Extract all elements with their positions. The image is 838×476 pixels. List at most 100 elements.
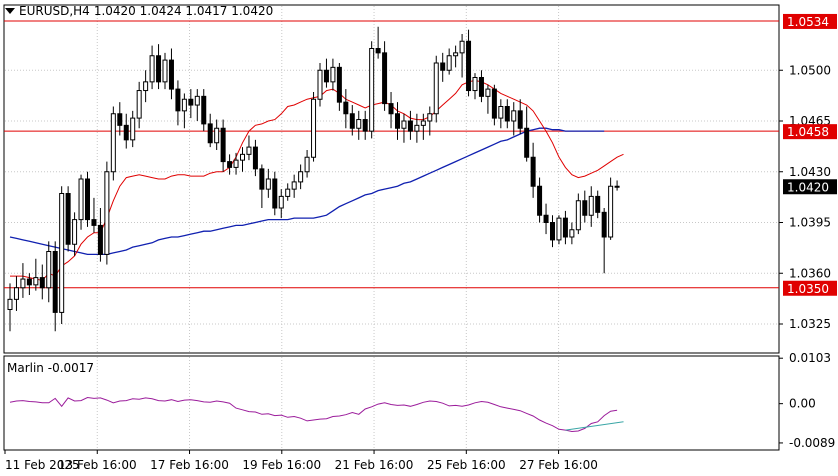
x-tick-label: 27 Feb 16:00: [519, 458, 598, 472]
candle: [162, 52, 168, 90]
bullish-candle-body: [13, 287, 19, 300]
level-price-label: 1.0350: [787, 282, 829, 296]
candle: [207, 113, 213, 148]
y-tick-label: 1.0500: [789, 63, 831, 77]
y-tick-label: 1.0360: [789, 266, 831, 280]
candle: [517, 99, 523, 135]
candle: [278, 189, 284, 219]
candle: [143, 70, 149, 103]
candle: [304, 150, 310, 178]
candle: [388, 92, 394, 129]
bullish-candle-body: [311, 98, 317, 158]
y-tick-label: 1.0325: [789, 317, 831, 331]
candle: [7, 283, 13, 332]
candle: [317, 63, 323, 107]
oscillator-tick-label: 0.00: [789, 397, 816, 411]
bearish-candle-body: [562, 217, 568, 238]
bullish-candle-body: [233, 159, 239, 168]
level-price-tag: [783, 280, 837, 296]
bullish-candle-body: [7, 298, 13, 311]
candle: [239, 147, 246, 172]
bullish-candle-body: [511, 110, 517, 122]
bearish-candle-body: [252, 146, 258, 170]
candle: [188, 89, 194, 119]
bullish-candle-body: [136, 90, 142, 119]
candle: [259, 164, 265, 208]
price-axis: 1.05001.04651.04301.03951.03601.03251.05…: [779, 13, 837, 450]
candle: [562, 210, 568, 245]
bullish-candle-body: [614, 185, 620, 188]
bearish-candle-body: [440, 62, 446, 71]
candle: [330, 58, 336, 91]
bearish-candle-body: [39, 277, 45, 289]
bullish-candle-body: [569, 229, 575, 238]
candle: [575, 193, 581, 235]
candle: [362, 110, 368, 140]
bearish-candle-body: [394, 113, 401, 129]
collapse-triangle-icon[interactable]: [5, 8, 15, 14]
candle: [498, 99, 504, 129]
bearish-candle-body: [595, 195, 601, 213]
ohlc-values: 1.0420 1.0424 1.0417 1.0420: [93, 4, 274, 18]
bearish-candle-body: [349, 113, 355, 129]
bullish-candle-body: [72, 219, 78, 245]
bullish-candle-body: [278, 195, 284, 209]
bullish-candle-body: [472, 77, 478, 92]
candle: [97, 208, 103, 262]
bullish-candle-body: [446, 55, 452, 71]
candle: [446, 48, 452, 75]
candle: [265, 168, 271, 198]
candle: [78, 174, 84, 230]
indicator-name: Marlin: [7, 361, 44, 375]
grid-lines: [5, 6, 778, 449]
bullish-candle-body: [246, 146, 252, 155]
candle: [414, 113, 420, 143]
bearish-candle-body: [323, 69, 329, 83]
bearish-candle-body: [543, 214, 549, 223]
bearish-candle-body: [517, 110, 523, 129]
candle: [39, 264, 45, 300]
bullish-candle-body: [575, 200, 581, 231]
bullish-candle-body: [130, 117, 136, 141]
candle: [246, 135, 252, 161]
candle: [233, 152, 239, 175]
oscillator-lines: [9, 396, 624, 433]
candle: [26, 273, 32, 295]
bearish-candle-body: [259, 168, 265, 190]
indicator-header: Marlin -0.0017: [7, 361, 94, 375]
bullish-candle-body: [181, 98, 187, 112]
candle: [20, 263, 26, 298]
bearish-candle-body: [52, 251, 58, 313]
bearish-candle-body: [156, 55, 162, 83]
current-price-tag: [783, 179, 837, 195]
oscillator-panel-frame: [3, 355, 780, 451]
bullish-candle-body: [556, 217, 562, 241]
candle: [394, 102, 401, 140]
bullish-candle-body: [298, 171, 304, 183]
candle: [356, 110, 362, 140]
candle: [13, 276, 19, 311]
bearish-candle-body: [601, 211, 607, 238]
bullish-candle-body: [317, 69, 323, 100]
oscillator-tick-label: -0.0089: [789, 436, 835, 450]
bearish-candle-body: [537, 185, 543, 216]
candle: [84, 171, 91, 227]
bearish-candle-body: [91, 219, 97, 226]
candle: [291, 174, 297, 198]
bearish-candle-body: [491, 88, 497, 119]
candle: [323, 58, 329, 88]
bullish-candle-body: [498, 106, 504, 119]
bullish-candle-body: [420, 120, 426, 126]
current-price-label: 1.0420: [787, 180, 829, 194]
candle: [401, 113, 407, 143]
candle: [478, 70, 484, 103]
horizontal-levels: [4, 20, 779, 289]
candle: [298, 164, 304, 190]
bearish-candle-body: [188, 98, 194, 106]
bullish-candle-body: [401, 120, 407, 129]
candle: [343, 89, 349, 129]
candle: [369, 41, 375, 139]
candle: [485, 84, 491, 114]
bullish-candle-body: [285, 188, 291, 197]
